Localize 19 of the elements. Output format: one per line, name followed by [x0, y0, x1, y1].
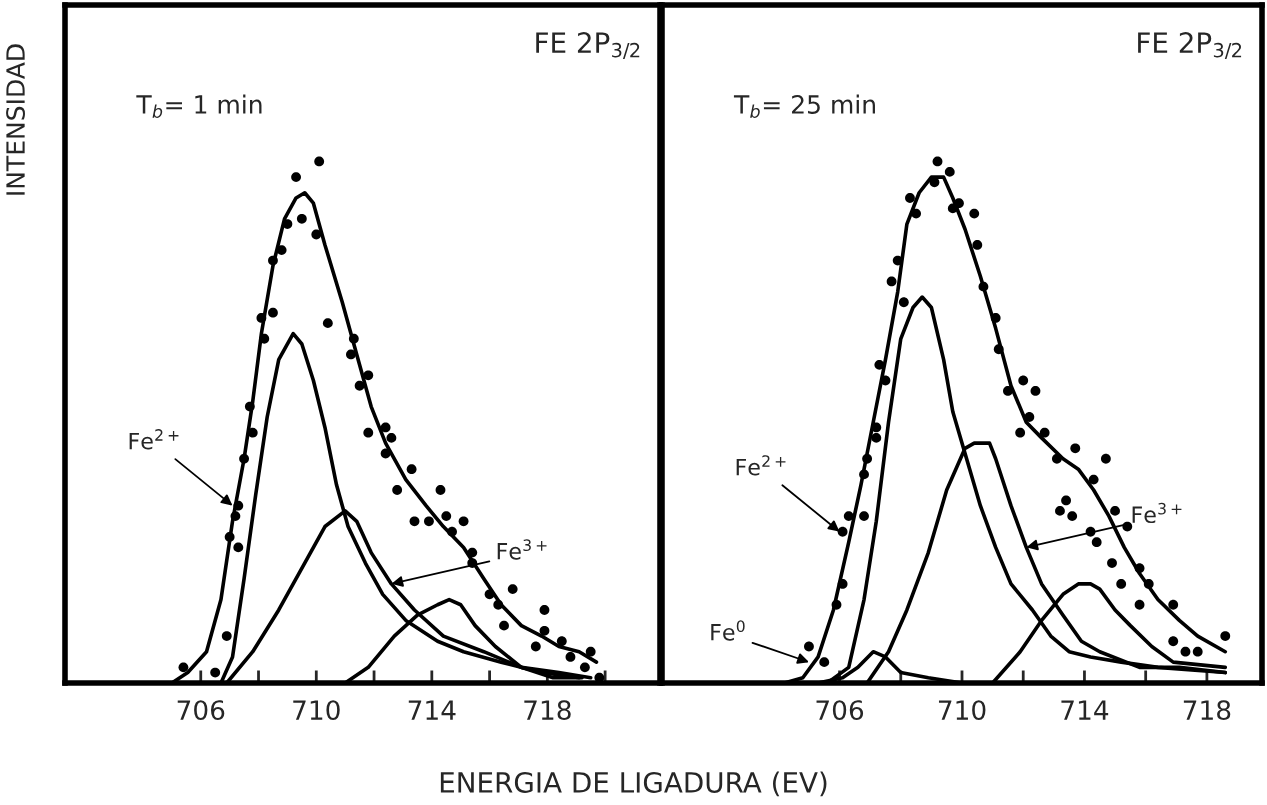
y-axis-title: INTENSIDAD	[6, 44, 25, 195]
chart-title: FE 2P$_{3/2}$	[1138, 32, 1242, 60]
annotation: Fe$^{2+}$	[129, 429, 179, 450]
annotation: Fe$^{3+}$	[497, 539, 547, 560]
annotation: Fe$^{0}$	[711, 620, 745, 641]
x-tick-label: 718	[1183, 700, 1231, 721]
text: T$_{b}$= 25 min	[733, 94, 875, 118]
x-tick-label: 706	[177, 700, 225, 721]
annotation: Fe$^{2+}$	[736, 455, 786, 476]
x-tick-label: 714	[1061, 700, 1109, 720]
x-tick-label: 710	[938, 700, 986, 721]
chart-title: FE 2P$_{3/2}$	[536, 32, 640, 60]
annotation: Fe$^{3+}$	[1132, 502, 1182, 524]
x-tick-label: 706	[816, 700, 864, 721]
x-tick-label: 710	[293, 700, 340, 721]
text: T$_{b}$= 1 min	[136, 94, 262, 118]
x-axis-title: ENERGIA DE LIGADURA (EV)	[440, 771, 827, 797]
x-tick-label: 714	[408, 700, 456, 720]
x-tick-label: 718	[524, 700, 571, 721]
